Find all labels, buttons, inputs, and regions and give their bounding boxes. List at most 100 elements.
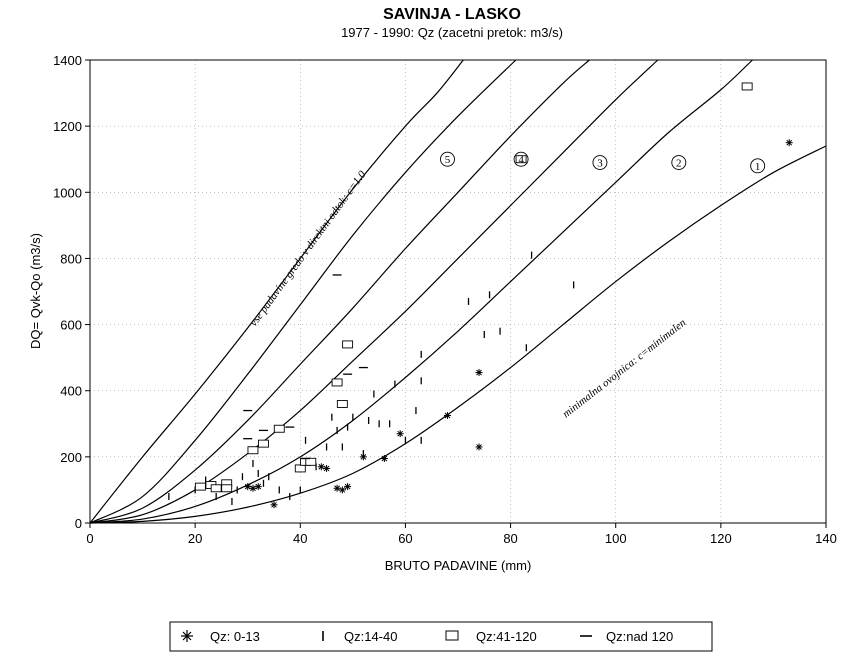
y-axis-label: DQ= Qvk-Qo (m3/s) [28, 233, 43, 349]
point-asterisk-stroke [250, 485, 256, 492]
y-tick-label: 800 [60, 251, 82, 266]
legend: Qz: 0-13 Qz:14-40 Qz:41-120 Qz:nad 120 [169, 621, 713, 652]
point-square [515, 155, 527, 164]
x-tick-label: 80 [503, 531, 517, 546]
point-square [247, 446, 259, 455]
annotation-upper-envelope: vse padavine gredo v direktni odtok: c=1… [248, 168, 369, 328]
legend-item-qz-0-13: Qz: 0-13 [181, 629, 260, 644]
curve-number-label: 2 [676, 158, 682, 170]
legend-label: Qz: 0-13 [210, 629, 260, 644]
point-asterisk [249, 484, 257, 492]
legend-item-qz-41-120: Qz:41-120 [445, 629, 537, 644]
annotation-minimal-envelope: minimalna ovojnica: c=minimalen [560, 317, 688, 421]
point-square [273, 424, 285, 433]
point-square [210, 484, 222, 493]
x-tick-label: 100 [605, 531, 627, 546]
curve-line [89, 59, 753, 524]
point-asterisk [244, 483, 252, 491]
point-asterisk [475, 369, 483, 377]
curve-number-label: 4 [518, 154, 524, 166]
curve-number-circle [592, 155, 608, 170]
curve-group [89, 59, 827, 524]
point-asterisk [475, 443, 483, 451]
point-asterisk-stroke [255, 483, 262, 490]
y-tick-label: 400 [60, 384, 82, 399]
curve-number-label: 1 [755, 161, 761, 173]
curve-number-circle [671, 155, 687, 170]
point-asterisk-stroke [344, 483, 351, 490]
grid-lines [90, 60, 826, 523]
point-square [294, 464, 306, 473]
point-asterisk-stroke [323, 465, 330, 472]
annotations: vse padavine gredo v direktni odtok: c=1… [248, 168, 689, 420]
chart-title: SAVINJA - LASKO [383, 6, 521, 23]
point-asterisk-stroke [271, 501, 277, 508]
point-asterisk-stroke [476, 369, 482, 376]
point-asterisk-stroke [339, 487, 346, 493]
x-tick-label: 140 [815, 531, 837, 546]
legend-item-qz-nad-120: Qz:nad 120 [580, 629, 673, 644]
x-tick-label: 120 [710, 531, 732, 546]
y-tick-label: 600 [60, 318, 82, 333]
point-asterisk-stroke [444, 412, 451, 419]
curve-number-circle [513, 151, 529, 167]
point-square [258, 439, 269, 448]
point-asterisk-stroke [397, 430, 404, 437]
point-asterisk-stroke [476, 444, 482, 450]
legend-label: Qz:nad 120 [606, 629, 673, 644]
x-axis-label: BRUTO PADAVINE (mm) [385, 558, 532, 573]
curve-number-circle [440, 151, 455, 167]
x-tick-label: 60 [398, 531, 412, 546]
point-square [342, 340, 354, 349]
x-axis-ticks: 0 20 40 60 80 100 120 140 [86, 523, 837, 546]
point-asterisk-stroke [334, 485, 340, 492]
asterisk-marker-icon [181, 630, 193, 642]
y-tick-label: 1400 [53, 53, 82, 68]
point-asterisk [344, 483, 352, 491]
point-asterisk [443, 412, 451, 420]
curve-line [89, 59, 659, 524]
square-marker-icon [445, 630, 459, 641]
point-asterisk-stroke [381, 455, 388, 462]
x-tick-label: 0 [86, 531, 93, 546]
point-asterisk [785, 139, 793, 147]
point-square [336, 399, 348, 408]
point-square [331, 378, 343, 387]
legend-label: Qz:14-40 [344, 629, 397, 644]
y-tick-label: 1200 [53, 119, 82, 134]
plot-frame [89, 59, 827, 524]
y-tick-label: 0 [75, 516, 82, 531]
data-points [168, 82, 793, 509]
curve-number-label: 5 [445, 154, 451, 166]
legend-box [169, 621, 713, 652]
curve-line [89, 59, 590, 524]
curve-line [89, 59, 464, 524]
legend-item-qz-14-40: Qz:14-40 [322, 629, 397, 644]
point-asterisk [396, 430, 404, 438]
point-asterisk [270, 501, 278, 509]
curve-line [89, 145, 827, 524]
point-square [194, 482, 206, 491]
curve-line [89, 59, 517, 524]
point-square [221, 484, 233, 493]
y-tick-label: 200 [60, 450, 82, 465]
curve-number-label: 3 [597, 158, 603, 170]
y-axis-ticks: 0 200 400 600 800 1000 1200 1400 [53, 53, 90, 531]
x-tick-label: 20 [188, 531, 202, 546]
point-asterisk-stroke [786, 139, 793, 146]
chart-subtitle: 1977 - 1990: Qz (zacetni pretok: m3/s) [341, 25, 563, 40]
point-asterisk-stroke [318, 463, 325, 470]
curve-number-circle [750, 158, 766, 174]
point-asterisk [317, 463, 325, 471]
point-asterisk [333, 484, 341, 492]
point-asterisk [254, 483, 262, 491]
point-square [305, 457, 317, 466]
point-asterisk [338, 486, 346, 494]
curve-labels: 5 4 3 2 1 [440, 151, 766, 174]
point-asterisk-stroke [244, 483, 251, 490]
y-tick-label: 1000 [53, 185, 82, 200]
legend-label: Qz:41-120 [476, 629, 537, 644]
point-asterisk [380, 455, 388, 463]
x-tick-label: 40 [293, 531, 307, 546]
